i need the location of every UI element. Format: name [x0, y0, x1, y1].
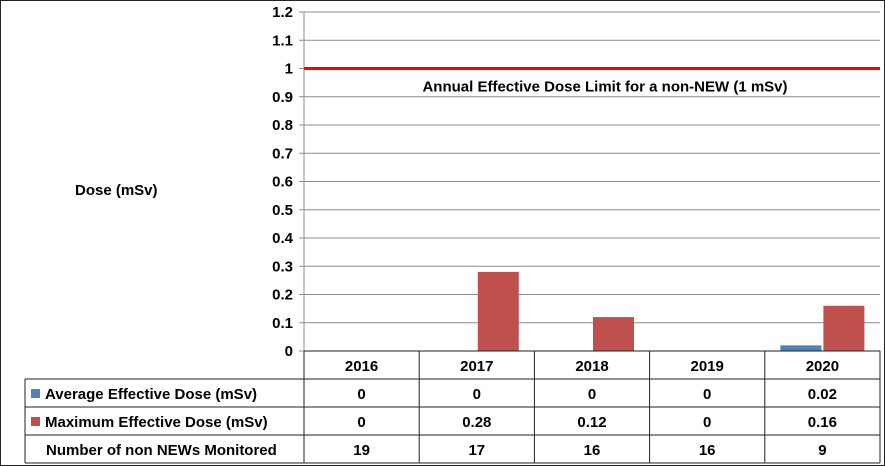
bar-maximum-2017 [477, 271, 519, 351]
table-row-label: Average Effective Dose (mSv) [45, 386, 257, 403]
table-cell: 0 [588, 386, 596, 403]
grid-lines [299, 11, 880, 352]
table-cell: 0 [357, 414, 365, 431]
category-label: 2018 [575, 358, 608, 375]
data-table: 2016 2017 2018 2019 2020 Average Effective Do… [24, 350, 881, 464]
y-tick-label: 0.7 [272, 145, 293, 162]
reference-line-label: Annual Effective Dose Limit for a non-NE… [422, 79, 787, 96]
y-tick-label: 0.5 [272, 202, 293, 219]
legend-swatch [31, 389, 40, 398]
bar-average-2020 [780, 345, 822, 351]
category-label: 2016 [345, 358, 378, 375]
table-cell: 17 [468, 442, 485, 459]
legend-swatch [31, 417, 40, 426]
category-label: 2019 [691, 358, 724, 375]
bar-maximum-2018 [593, 317, 634, 351]
bar-maximum-2020 [823, 305, 865, 351]
table-cell: 0.02 [808, 386, 837, 403]
table-cell: 0 [703, 386, 711, 403]
y-tick-label: 0.4 [272, 230, 294, 247]
table-cell: 0.28 [462, 414, 491, 431]
table-cell: 16 [699, 442, 716, 459]
table-cell: 0.12 [577, 414, 606, 431]
y-tick-label: 0.1 [272, 315, 293, 332]
table-cell: 16 [584, 442, 601, 459]
table-cell: 0 [357, 386, 365, 403]
table-cell: 0 [473, 386, 481, 403]
y-tick-label: 0 [285, 343, 293, 360]
table-row-label: Maximum Effective Dose (mSv) [45, 414, 268, 431]
y-axis-label: Dose (mSv) [75, 182, 158, 199]
y-tick-label: 0.3 [272, 258, 293, 275]
y-tick-label: 1.1 [272, 32, 293, 49]
y-tick-label: 0.9 [272, 89, 293, 106]
bars [477, 271, 865, 351]
y-tick-label: 1.2 [272, 4, 293, 21]
category-label: 2017 [460, 358, 493, 375]
table-row-label: Number of non NEWs Monitored [46, 442, 277, 459]
table-cell: 0 [703, 414, 711, 431]
y-tick-label: 1 [285, 61, 293, 78]
category-label: 2020 [806, 358, 839, 375]
table-cell: 19 [353, 442, 370, 459]
y-tick-label: 0.6 [272, 174, 293, 191]
y-tick-label: 0.2 [272, 287, 293, 304]
y-tick-labels: 0 0.1 0.2 0.3 0.4 0.5 0.6 0.7 0.8 0.9 1 1.1 1.2 [272, 4, 294, 360]
y-tick-label: 0.8 [272, 117, 293, 134]
table-cell: 0.16 [808, 414, 837, 431]
table-cell: 9 [818, 442, 826, 459]
